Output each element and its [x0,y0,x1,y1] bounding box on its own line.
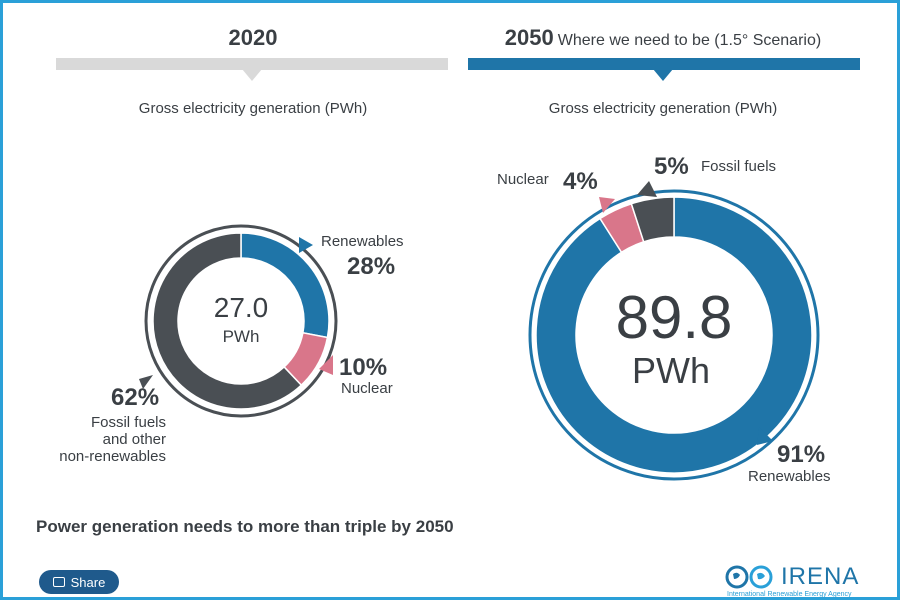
pointer-nuclear-2020 [319,355,333,375]
irena-logo: IRENA International Renewable Energy Age… [725,561,875,601]
year-2050-header: 2050 Where we need to be (1.5° Scenario) [468,25,858,51]
slice-pct-renewables-2050: 91% [777,441,825,468]
share-icon [52,577,65,587]
slice-label-fossil-2020-line3: non-renewables [59,448,166,465]
total-value-2050: 89.8 [616,284,733,351]
slice-label-fossil-2020-line2: and other [103,431,166,448]
irena-tagline: International Renewable Energy Agency [727,591,852,598]
header-bar-2050 [468,58,860,70]
slice-label-renewables-2050: Renewables [748,468,831,485]
donut-chart-2050 [528,189,820,481]
slice-label-fossil-2020-line1: Fossil fuels [91,414,166,431]
total-unit-2050: PWh [632,350,710,391]
pointer-fossil-2020 [139,375,153,389]
slice-pct-renewables-2020: 28% [347,253,395,280]
slice-pct-nuclear-2050: 4% [563,168,598,195]
slice-label-nuclear-2050: Nuclear [497,171,549,188]
share-button[interactable]: Share [39,570,119,594]
header-bar-2020 [56,58,448,70]
donut-charts: 27.0 PWh Renewables 28% 10% Nuclear 62% … [59,153,831,485]
pointer-fossil-2050 [637,181,657,197]
irena-globe-icon [725,565,773,589]
pointer-renewables-2020 [299,237,313,253]
outer-ring [144,224,338,418]
pointer-renewables-2050 [757,427,773,445]
outer-ring [528,189,820,481]
donut-slice-renewables [535,196,813,474]
header-pointer-2020 [242,69,262,81]
irena-wordmark: IRENA [781,563,860,590]
donut-chart-2020 [144,224,338,418]
year-2050-label: 2050 [504,25,554,50]
slice-pct-fossil-2020: 62% [111,384,159,411]
year-2020-header: 2020 [58,25,448,51]
header-pointer-2050 [653,69,673,81]
year-2020-label: 2020 [228,25,278,50]
subtitle-2050: Gross electricity generation (PWh) [548,100,778,117]
slice-label-renewables-2020: Renewables [321,233,404,250]
slice-pct-fossil-2050: 5% [654,153,689,180]
slice-label-fossil-2050: Fossil fuels [701,158,776,175]
scenario-label: Where we need to be (1.5° Scenario) [557,32,822,49]
total-unit-2020: PWh [223,327,260,346]
slice-label-nuclear-2020: Nuclear [341,380,393,397]
subtitle-2020: Gross electricity generation (PWh) [138,100,368,117]
donut-slice-fossil [152,232,303,410]
share-label: Share [70,574,106,590]
donut-slice-fossil [630,196,675,243]
slice-pct-nuclear-2020: 10% [339,354,387,381]
pointer-nuclear-2050 [599,197,615,213]
total-value-2020: 27.0 [214,292,269,323]
footer-caption: Power generation needs to more than trip… [36,517,454,536]
